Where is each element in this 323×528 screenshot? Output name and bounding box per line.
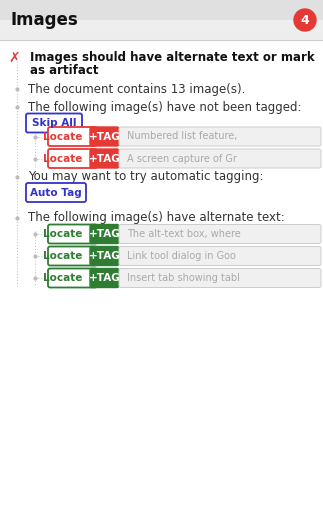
Text: Locate: Locate <box>43 273 83 283</box>
FancyBboxPatch shape <box>0 20 323 40</box>
Text: ✗: ✗ <box>8 51 20 65</box>
Text: Locate: Locate <box>43 131 83 142</box>
FancyBboxPatch shape <box>119 149 321 168</box>
Text: Insert tab showing tabl: Insert tab showing tabl <box>127 273 240 283</box>
Text: The document contains 13 image(s).: The document contains 13 image(s). <box>28 82 245 96</box>
FancyBboxPatch shape <box>90 224 119 243</box>
Text: +TAG: +TAG <box>89 131 120 142</box>
Text: as artifact: as artifact <box>30 64 99 78</box>
FancyBboxPatch shape <box>26 183 86 202</box>
Text: The following image(s) have alternate text:: The following image(s) have alternate te… <box>28 212 285 224</box>
Text: Auto Tag: Auto Tag <box>30 187 82 197</box>
Text: Link tool dialog in Goo: Link tool dialog in Goo <box>127 251 236 261</box>
FancyBboxPatch shape <box>90 269 119 288</box>
Text: The alt-text box, where: The alt-text box, where <box>127 229 241 239</box>
FancyBboxPatch shape <box>119 269 321 288</box>
Text: Locate: Locate <box>43 229 83 239</box>
Text: 4: 4 <box>301 14 309 26</box>
FancyBboxPatch shape <box>48 224 97 243</box>
FancyBboxPatch shape <box>90 247 119 266</box>
FancyBboxPatch shape <box>119 224 321 243</box>
FancyBboxPatch shape <box>48 247 97 266</box>
Text: Numbered list feature,: Numbered list feature, <box>127 131 237 142</box>
FancyBboxPatch shape <box>90 127 119 146</box>
Text: +TAG: +TAG <box>89 251 120 261</box>
FancyBboxPatch shape <box>48 127 97 146</box>
Text: Skip All: Skip All <box>32 118 76 128</box>
Text: +TAG: +TAG <box>89 229 120 239</box>
Circle shape <box>294 9 316 31</box>
FancyBboxPatch shape <box>119 127 321 146</box>
Text: Images should have alternate text or mark: Images should have alternate text or mar… <box>30 52 315 64</box>
FancyBboxPatch shape <box>90 149 119 168</box>
FancyBboxPatch shape <box>0 0 323 40</box>
Text: +TAG: +TAG <box>89 154 120 164</box>
Text: Locate: Locate <box>43 251 83 261</box>
FancyBboxPatch shape <box>26 114 82 133</box>
Text: +TAG: +TAG <box>89 273 120 283</box>
Text: The following image(s) have not been tagged:: The following image(s) have not been tag… <box>28 100 301 114</box>
FancyBboxPatch shape <box>48 269 97 288</box>
Text: You may want to try automatic tagging:: You may want to try automatic tagging: <box>28 170 264 183</box>
Text: A screen capture of Gr: A screen capture of Gr <box>127 154 237 164</box>
FancyBboxPatch shape <box>48 149 97 168</box>
FancyBboxPatch shape <box>119 247 321 266</box>
Text: Locate: Locate <box>43 154 83 164</box>
Text: Images: Images <box>10 11 78 29</box>
